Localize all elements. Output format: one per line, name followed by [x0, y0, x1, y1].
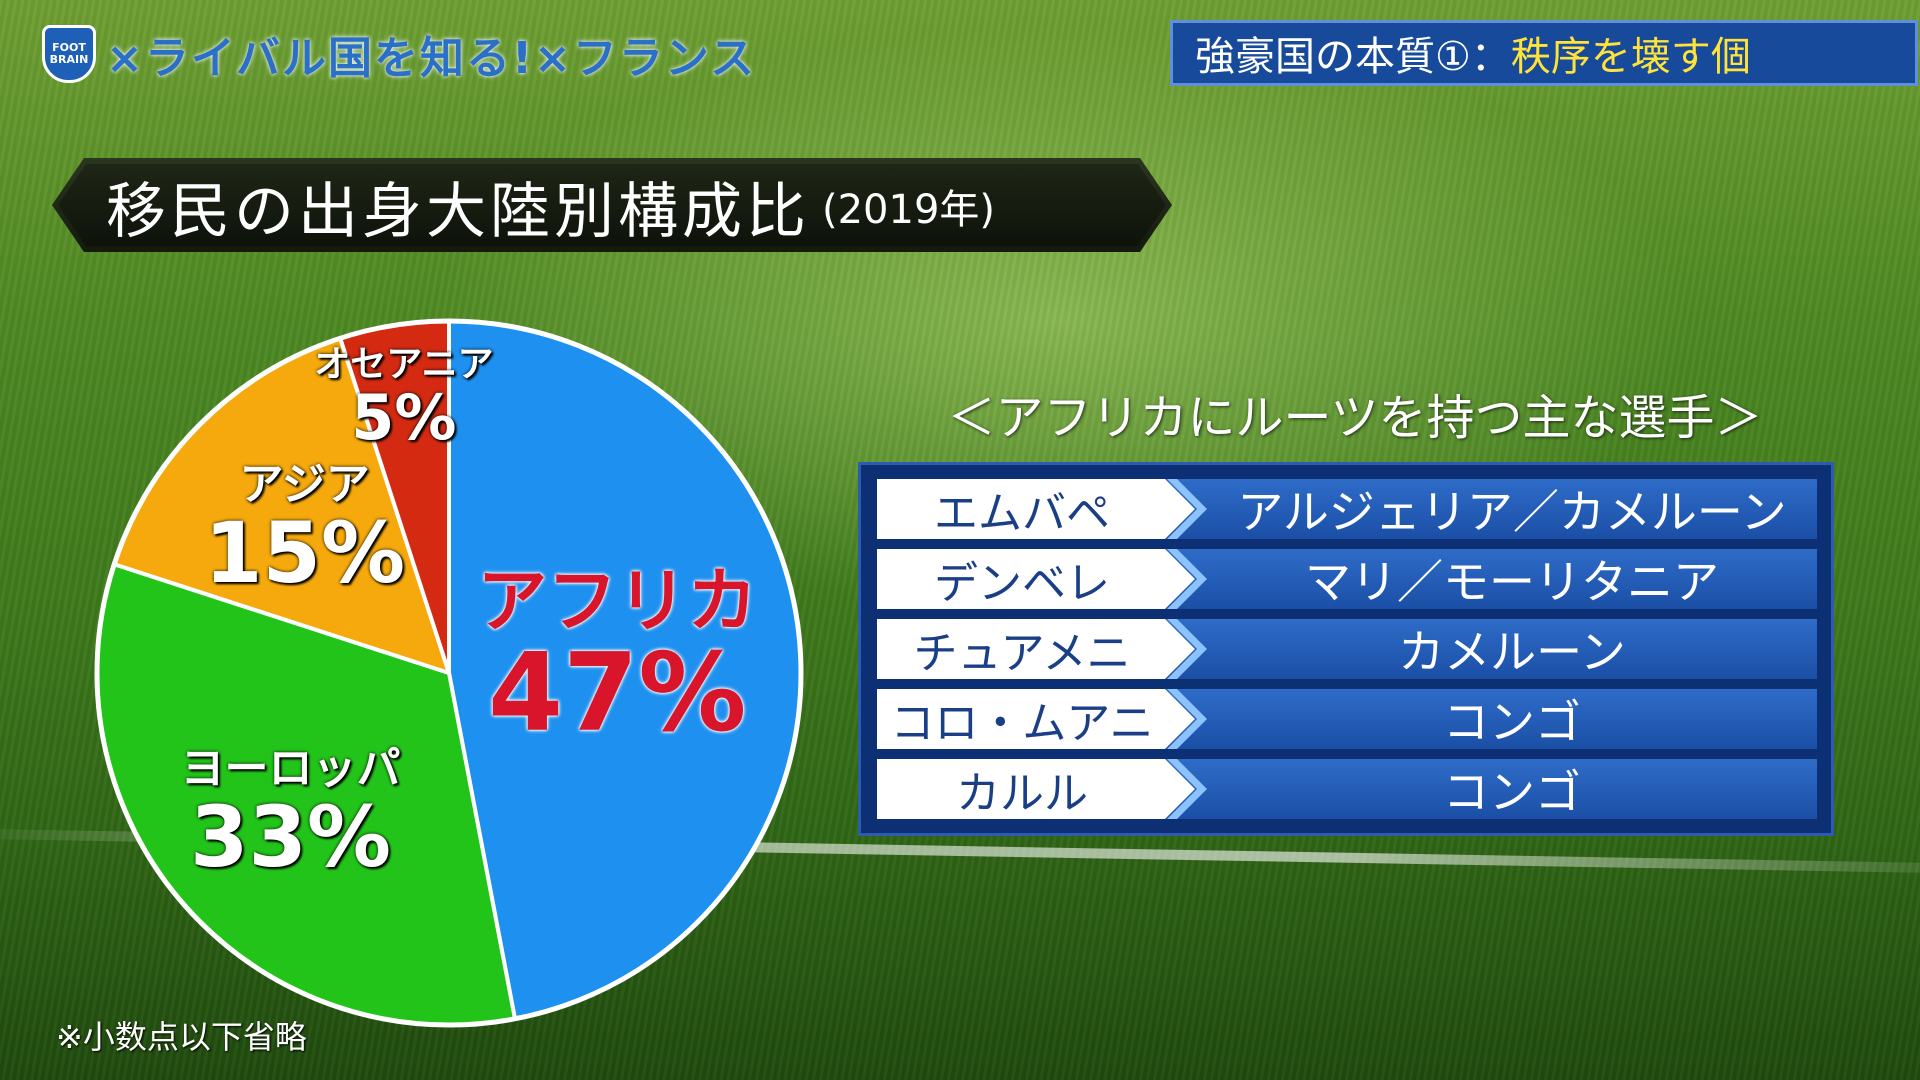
topic-accent: 秩序を壊す個 — [1510, 34, 1751, 80]
chart-title-ribbon-inner — [58, 164, 1166, 246]
pie-label-2: アジア 15% — [204, 458, 406, 602]
pie-label-percent: 15% — [204, 503, 406, 602]
player-origin: コンゴ — [1443, 765, 1581, 819]
pie-label-percent: 47% — [487, 631, 747, 757]
show-title: ×ライバル国を知る!×フランス — [106, 33, 757, 84]
show-header: FOOT BRAIN ×ライバル国を知る!×フランス — [42, 22, 756, 86]
table-row: カルル コンゴ — [877, 759, 1817, 819]
players-table-title: ＜アフリカにルーツを持つ主な選手＞ — [947, 390, 1763, 446]
pie-label-3: オセアニア 5% — [314, 343, 494, 454]
chart-title: 移民の出身大陸別構成比 (2019年) — [106, 168, 996, 247]
pie-label-0: アフリカ 47% — [477, 566, 757, 748]
topic-banner: 強豪国の本質①： 秩序を壊す個 — [1170, 20, 1918, 86]
pie-label-name: ヨーロッパ — [180, 742, 401, 794]
table-row: コロ・ムアニ コンゴ — [877, 689, 1817, 749]
player-name: デンベレ — [877, 549, 1195, 609]
show-logo: FOOT BRAIN — [42, 25, 96, 83]
footnote: ※小数点以下省略 — [56, 1018, 307, 1056]
pie-label-1: ヨーロッパ 33% — [180, 742, 401, 886]
player-origin: カメルーン — [1398, 625, 1626, 679]
table-row: チュアメニ カメルーン — [877, 619, 1817, 679]
pie-label-name: オセアニア — [314, 343, 494, 385]
pie-label-name: アジア — [239, 458, 370, 510]
player-name: カルル — [877, 759, 1195, 819]
player-origin: アルジェリア／カメルーン — [1237, 485, 1787, 539]
pie-label-name: アフリカ — [477, 560, 758, 643]
topic-main: 強豪国の本質①： — [1195, 34, 1511, 80]
players-table: エムバペ アルジェリア／カメルーン デンベレ マリ／モーリタニアチュアメニ カメルーンコ… — [858, 462, 1834, 836]
chart-title-main: 移民の出身大陸別構成比 — [106, 176, 810, 247]
chart-title-year: (2019年) — [822, 187, 996, 233]
pie-label-percent: 33% — [190, 787, 392, 886]
player-origin: マリ／モーリタニア — [1305, 555, 1719, 609]
table-row: デンベレ マリ／モーリタニア — [877, 549, 1817, 609]
player-name: エムバペ — [877, 479, 1195, 539]
pie-rim — [94, 318, 804, 1028]
pie-label-percent: 5% — [351, 380, 457, 454]
player-name: チュアメニ — [877, 619, 1195, 679]
table-row: エムバペ アルジェリア／カメルーン — [877, 479, 1817, 539]
player-name: コロ・ムアニ — [877, 689, 1195, 749]
player-origin: コンゴ — [1443, 695, 1581, 749]
